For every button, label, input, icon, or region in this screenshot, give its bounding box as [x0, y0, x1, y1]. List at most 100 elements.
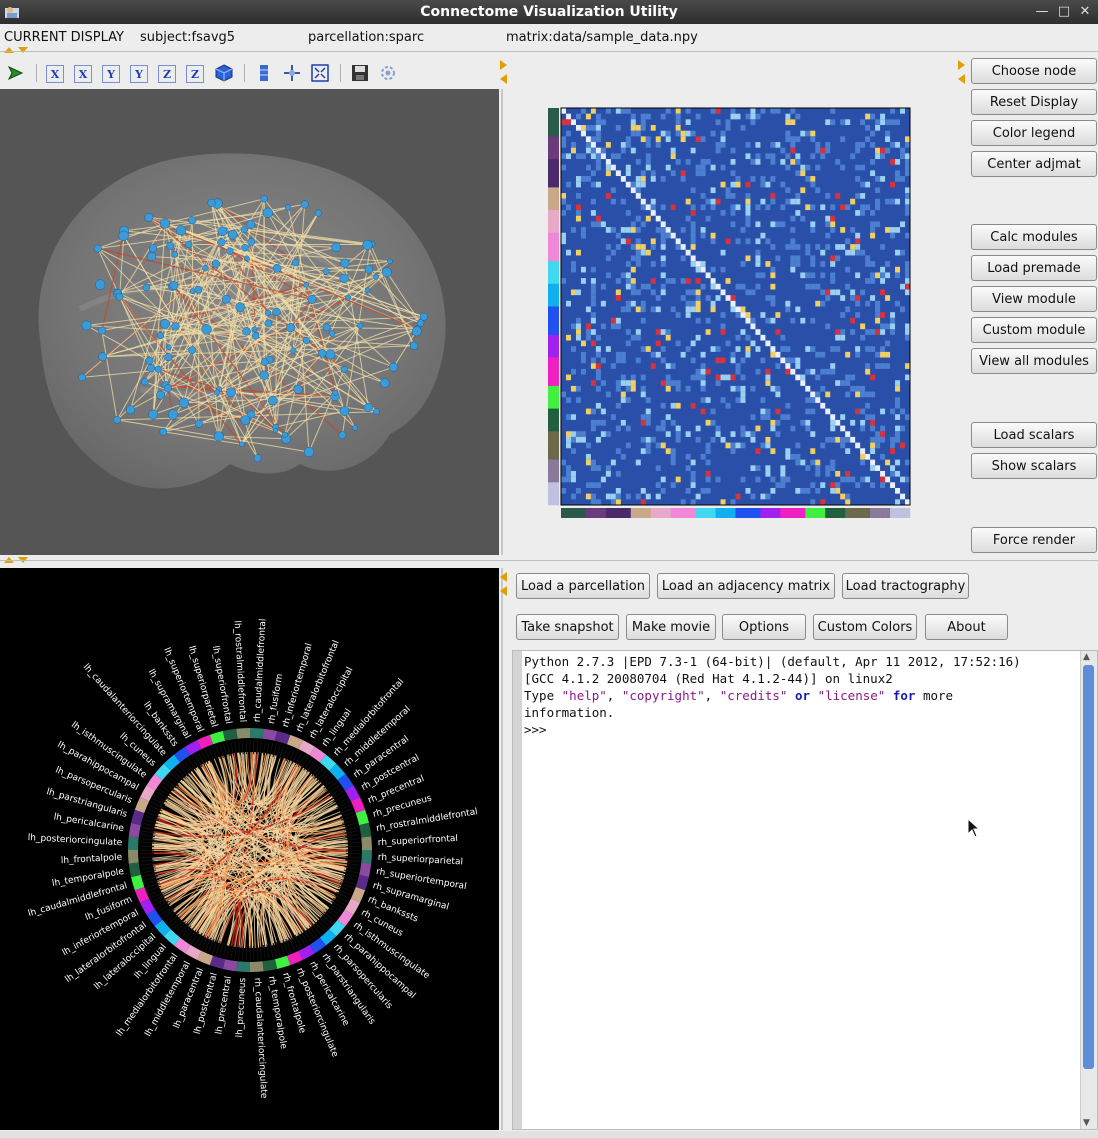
matrix-cell [755, 113, 761, 120]
scrollbar-thumb[interactable] [1083, 665, 1094, 1069]
matrix-cell [630, 244, 636, 250]
matrix-cell [905, 278, 910, 284]
ring-segment [250, 961, 264, 972]
view-y-neg-icon[interactable]: Y [130, 65, 148, 83]
matrix-cell [660, 402, 666, 409]
matrix-cell [670, 306, 676, 313]
matrix-cell [700, 380, 706, 386]
circle-tick [140, 841, 155, 844]
legend-swatch [548, 476, 559, 483]
custom-colors-button[interactable]: Custom Colors [813, 614, 917, 640]
choose-node-button[interactable]: Choose node [971, 58, 1097, 84]
shell-output[interactable]: Python 2.7.3 |EPD 7.3-1 (64-bit)| (defau… [524, 653, 1021, 738]
circle-tick [342, 822, 357, 828]
take-snapshot-button[interactable]: Take snapshot [516, 614, 619, 640]
scroll-down-icon[interactable]: ▼ [1083, 1118, 1090, 1128]
matrix-cell [745, 255, 751, 262]
ring-segment [154, 919, 171, 937]
isometric-cube-icon[interactable] [214, 63, 234, 83]
circle-tick [150, 801, 164, 809]
ring-segment [197, 734, 214, 750]
matrix-cell [635, 261, 641, 267]
about-button[interactable]: About [925, 614, 1008, 640]
load-tractography-button[interactable]: Load tractography [842, 573, 969, 599]
network-node [145, 356, 154, 365]
view-z-icon[interactable]: Z [158, 65, 176, 83]
matrix-cell [895, 470, 901, 477]
matrix-cell [675, 476, 681, 483]
splitter-handle-right[interactable] [958, 60, 966, 86]
load-scalars-button[interactable]: Load scalars [971, 422, 1097, 448]
load-premade-button[interactable]: Load premade [971, 255, 1097, 281]
matrix-cell [665, 136, 671, 143]
view-all-modules-button[interactable]: View all modules [971, 348, 1097, 374]
maximize-icon[interactable]: □ [1057, 4, 1071, 19]
splitter-handle-bottom[interactable] [500, 572, 508, 598]
view-z-neg-icon[interactable]: Z [186, 65, 204, 83]
show-scalars-button[interactable]: Show scalars [971, 453, 1097, 479]
load-adjacency-matrix-button[interactable]: Load an adjacency matrix [657, 573, 835, 599]
color-legend-button[interactable]: Color legend [971, 120, 1097, 146]
matrix-cell [675, 244, 681, 250]
center-adjmat-button[interactable]: Center adjmat [971, 151, 1097, 177]
python-shell[interactable]: Python 2.7.3 |EPD 7.3-1 (64-bit)| (defau… [512, 650, 1098, 1130]
matrix-cell [785, 346, 791, 352]
connectivity-circle-view[interactable]: rh_caudalmiddlefrontal rh_fusiform rh_infe… [0, 568, 499, 1130]
matrix-cell [860, 119, 866, 126]
vertical-splitter[interactable] [501, 568, 503, 1130]
fullscreen-icon[interactable] [310, 63, 330, 83]
matrix-cell [675, 238, 681, 245]
scroll-up-icon[interactable]: ▲ [1083, 652, 1090, 662]
view-module-button[interactable]: View module [971, 286, 1097, 312]
connectivity-circle-plot[interactable]: rh_caudalmiddlefrontalrh_fusiformrh_infe… [0, 568, 499, 1130]
matrix-cell [730, 431, 736, 437]
circle-tick [329, 788, 342, 797]
move-icon[interactable] [282, 63, 302, 83]
network-edge [146, 246, 337, 288]
load-parcellation-button[interactable]: Load a parcellation [516, 573, 650, 599]
pointer-icon[interactable] [6, 63, 26, 83]
options-button[interactable]: Options [722, 614, 806, 640]
reset-display-button[interactable]: Reset Display [971, 89, 1097, 115]
matrix-cell [575, 334, 581, 341]
calc-modules-button[interactable]: Calc modules [971, 224, 1097, 250]
matrix-cell [745, 153, 751, 160]
matrix-cell [630, 300, 636, 307]
legend-swatch [815, 508, 821, 518]
save-icon[interactable] [350, 63, 370, 83]
matrix-cell [870, 210, 876, 216]
parallel-projection-icon[interactable] [254, 63, 274, 83]
view-y-icon[interactable]: Y [102, 65, 120, 83]
close-icon[interactable]: ✕ [1079, 4, 1091, 19]
circle-tick [318, 916, 330, 927]
shell-prompt[interactable]: >>> [524, 722, 547, 737]
adjacency-matrix[interactable] [505, 58, 957, 556]
matrix-cell [630, 130, 636, 137]
matrix-cell [790, 368, 796, 375]
matrix-cell [675, 436, 681, 443]
matrix-cell [715, 346, 721, 352]
matrix-cell [730, 295, 736, 301]
splitter-handle-left[interactable] [500, 60, 508, 86]
matrix-cell [825, 244, 831, 250]
brain-3d-view[interactable] [0, 89, 499, 555]
brain-network-render[interactable] [0, 89, 499, 555]
shell-scrollbar[interactable]: ▲ ▼ [1080, 651, 1097, 1129]
matrix-cell [860, 289, 866, 296]
network-node [202, 264, 209, 272]
network-node [389, 362, 399, 372]
minimize-icon[interactable]: — [1035, 4, 1049, 19]
view-x-neg-icon[interactable]: X [74, 65, 92, 83]
matrix-cell [805, 164, 811, 171]
vertical-splitter[interactable] [501, 89, 503, 555]
splitter-handle-middle[interactable] [4, 557, 30, 565]
matrix-cell [755, 329, 761, 335]
custom-module-button[interactable]: Custom module [971, 317, 1097, 343]
matrix-cell [665, 329, 671, 335]
force-render-button[interactable]: Force render [971, 527, 1097, 553]
settings-icon[interactable] [378, 63, 398, 83]
view-x-icon[interactable]: X [46, 65, 64, 83]
legend-swatch [548, 153, 559, 160]
matrix-cell [575, 487, 581, 494]
make-movie-button[interactable]: Make movie [626, 614, 716, 640]
